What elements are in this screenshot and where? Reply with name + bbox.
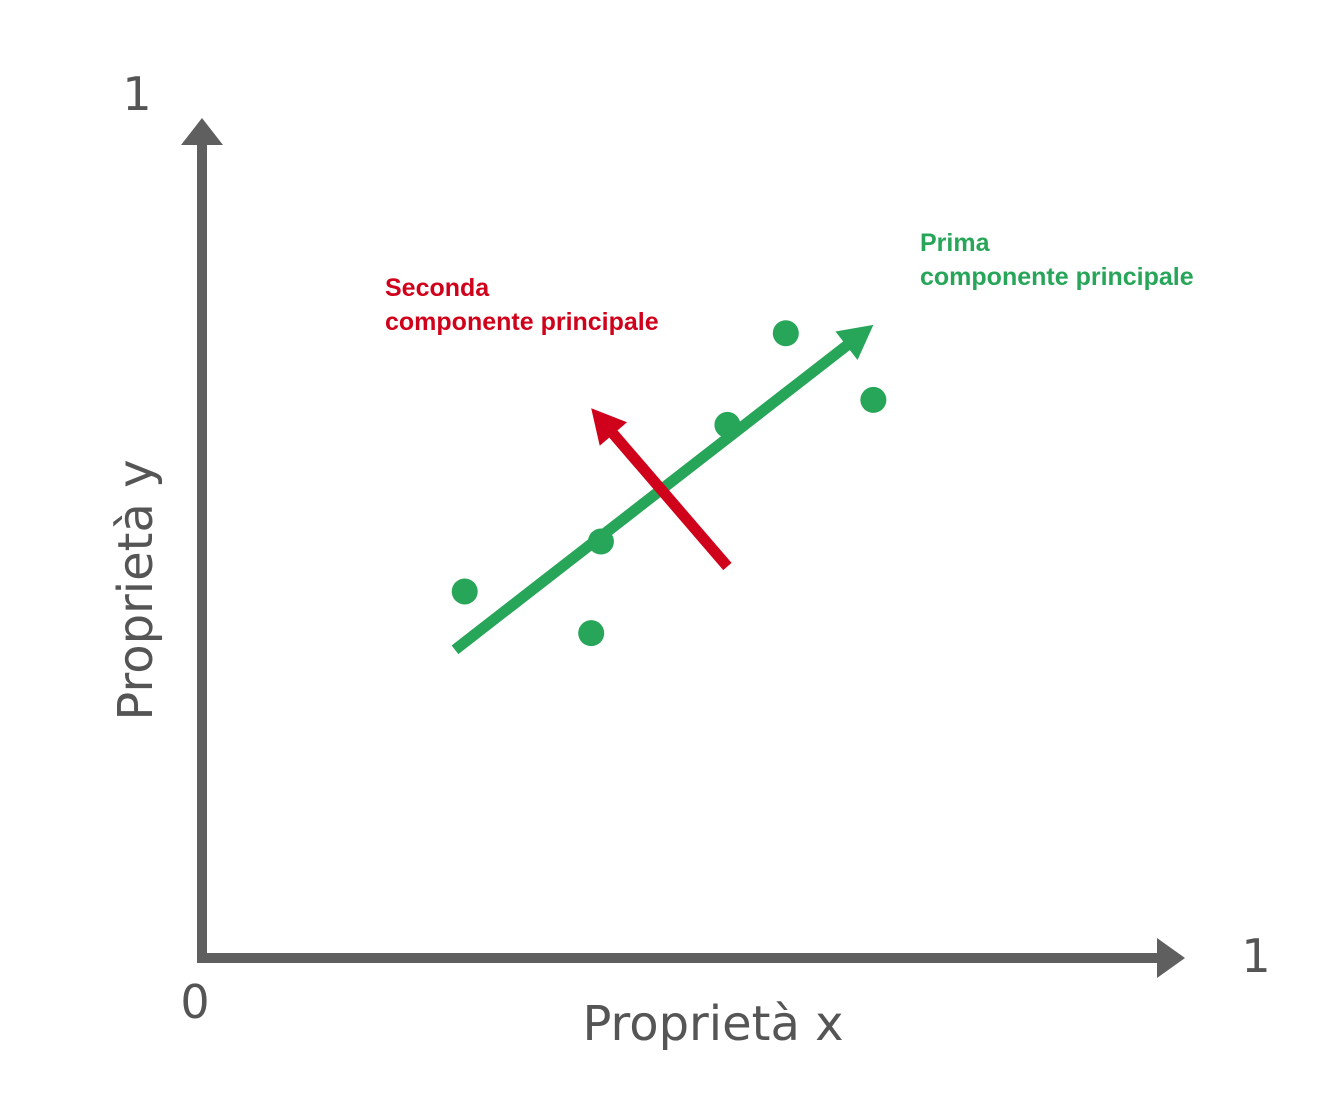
data-point bbox=[451, 578, 478, 605]
first-component-label-line1: Prima bbox=[920, 229, 991, 257]
second-component-label-line2: componente principale bbox=[385, 308, 659, 336]
second-component-arrowhead bbox=[591, 408, 628, 446]
data-point bbox=[587, 528, 614, 555]
data-point bbox=[772, 320, 799, 347]
x-max-label: 1 bbox=[1241, 929, 1270, 983]
y-axis-title: Proprietà y bbox=[108, 459, 164, 720]
y-axis-arrowhead bbox=[181, 118, 223, 145]
origin-label: 0 bbox=[180, 975, 209, 1029]
data-points bbox=[451, 320, 887, 647]
first-component-label-line2: componente principale bbox=[920, 263, 1194, 291]
first-component-arrowhead bbox=[835, 324, 874, 360]
second-component-arrow bbox=[606, 427, 732, 571]
data-point bbox=[714, 411, 741, 438]
data-point bbox=[578, 620, 605, 647]
second-component-label-line1: Seconda bbox=[385, 274, 490, 302]
first-component-arrow bbox=[451, 338, 854, 655]
x-axis-title: Proprietà x bbox=[582, 996, 843, 1052]
y-max-label: 1 bbox=[122, 67, 151, 121]
x-axis-arrowhead bbox=[1157, 938, 1185, 978]
data-point bbox=[860, 386, 887, 413]
